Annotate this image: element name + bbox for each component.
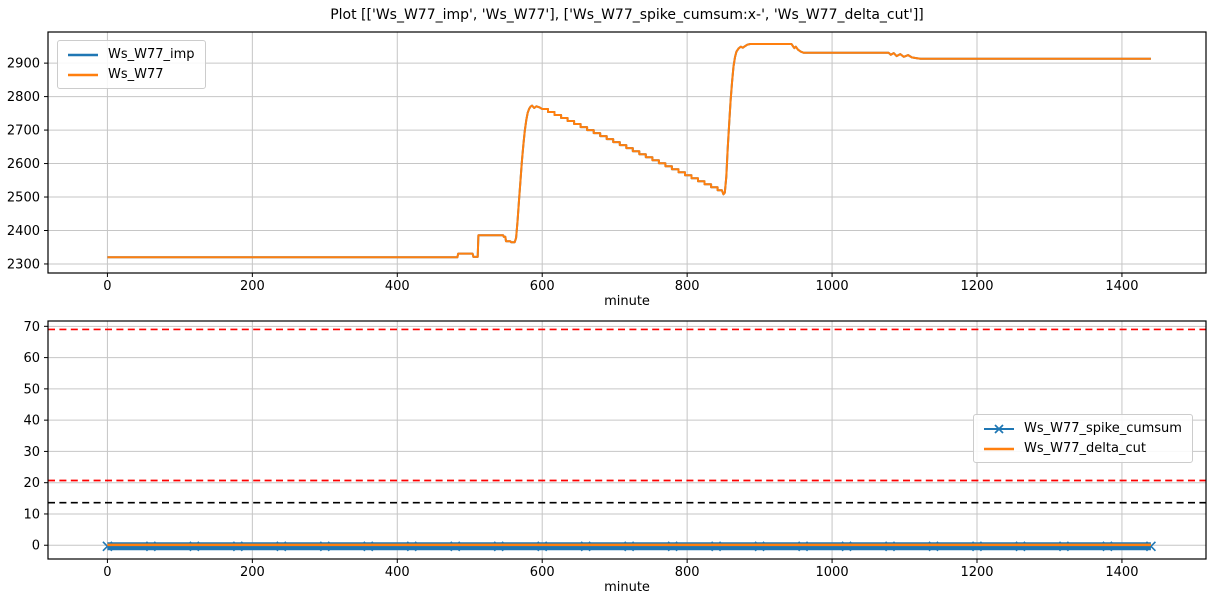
- x-tick-label: 400: [385, 565, 410, 580]
- line-swatch-icon: [68, 53, 98, 56]
- y-tick-label: 70: [23, 320, 40, 335]
- x-marker: [754, 541, 765, 552]
- x-marker: [798, 541, 809, 552]
- x-marker: [363, 541, 374, 552]
- legend-entry: Ws_W77_imp: [67, 46, 195, 63]
- bottom-plot-xaxis-label: minute: [604, 580, 650, 595]
- x-tick-label: 1400: [1105, 565, 1138, 580]
- top-plot-legend: Ws_W77_imp Ws_W77: [57, 40, 206, 89]
- x-marker: [1058, 541, 1070, 552]
- y-tick-label: 50: [23, 382, 40, 397]
- x-marker: [841, 541, 852, 552]
- x-tick-label: 1200: [960, 565, 993, 580]
- x-marker: [145, 541, 156, 552]
- legend-label: Ws_W77_spike_cumsum: [1024, 421, 1182, 436]
- bottom-plot-legend: Ws_W77_spike_cumsum Ws_W77_delta_cut: [973, 414, 1193, 463]
- legend-label: Ws_W77: [108, 67, 164, 82]
- x-tick-label: 200: [240, 565, 265, 580]
- x-marker: [1145, 541, 1156, 552]
- x-marker: [580, 541, 591, 552]
- x-marker: [1102, 541, 1113, 552]
- y-tick-label: 0: [32, 539, 40, 554]
- y-tick-label: 40: [23, 414, 40, 429]
- y-tick-label: 30: [23, 445, 40, 460]
- legend-label: Ws_W77_delta_cut: [1024, 441, 1146, 456]
- axes-spines: [47, 31, 1207, 274]
- line-swatch-icon: [984, 447, 1014, 450]
- x-marker: [971, 541, 983, 552]
- x-marker: [406, 541, 417, 552]
- x-tick-label: 1000: [816, 565, 849, 580]
- x-tick-label: 0: [103, 565, 111, 580]
- series-line-Ws_W77: [107, 43, 1151, 259]
- axes-spines: [47, 320, 1207, 560]
- y-tick-label: 10: [23, 507, 40, 522]
- y-tick-label: 20: [23, 476, 40, 491]
- x-marker: [232, 541, 243, 552]
- y-tick-label: 2400: [7, 224, 40, 239]
- x-marker: [189, 541, 200, 552]
- x-tick-label: 800: [675, 565, 700, 580]
- x-marker: [450, 541, 461, 552]
- x-tick-label: 800: [675, 279, 700, 294]
- y-tick-label: 2500: [7, 191, 40, 206]
- legend-entry: Ws_W77: [67, 66, 195, 83]
- y-tick-label: 2700: [7, 124, 40, 139]
- x-marker: [1015, 541, 1026, 552]
- line-swatch-icon: [68, 73, 98, 76]
- x-tick-label: 400: [385, 279, 410, 294]
- x-tick-label: 600: [530, 279, 555, 294]
- x-marker: [667, 541, 678, 552]
- x-marker: [537, 541, 548, 552]
- line-x-marker-swatch-icon: [984, 423, 1014, 434]
- x-marker: [884, 541, 896, 552]
- x-tick-label: 1200: [960, 279, 993, 294]
- x-tick-label: 200: [240, 279, 265, 294]
- y-tick-label: 2300: [7, 257, 40, 272]
- x-marker: [711, 541, 722, 552]
- y-tick-label: 2600: [7, 157, 40, 172]
- x-tick-label: 600: [530, 565, 555, 580]
- x-marker: [493, 541, 504, 552]
- x-marker: [928, 541, 939, 552]
- legend-entry: Ws_W77_delta_cut: [983, 440, 1182, 457]
- x-marker: [276, 541, 287, 552]
- x-marker: [102, 541, 113, 552]
- legend-label: Ws_W77_imp: [108, 47, 195, 62]
- legend-entry: Ws_W77_spike_cumsum: [983, 420, 1182, 437]
- x-marker: [624, 541, 635, 552]
- y-tick-label: 2800: [7, 90, 40, 105]
- y-tick-label: 2900: [7, 57, 40, 72]
- x-tick-label: 1400: [1105, 279, 1138, 294]
- figure-title: Plot [['Ws_W77_imp', 'Ws_W77'], ['Ws_W77…: [330, 7, 924, 23]
- x-tick-label: 1000: [816, 279, 849, 294]
- x-tick-label: 0: [103, 279, 111, 294]
- y-tick-label: 60: [23, 351, 40, 366]
- x-marker: [319, 541, 330, 552]
- top-plot-xaxis-label: minute: [604, 294, 650, 309]
- series-line-Ws_W77_imp: [107, 43, 1151, 259]
